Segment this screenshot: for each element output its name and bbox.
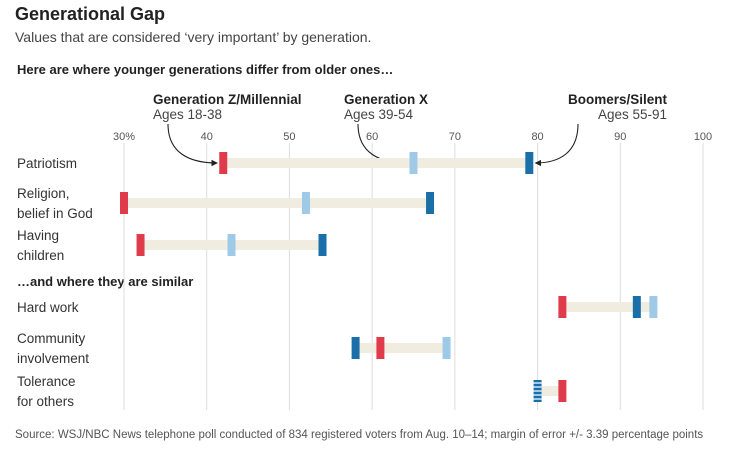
marker-genx-1 (301, 192, 310, 214)
category-label-2-1: children (17, 248, 64, 263)
legend-ages-genz: Ages 18-38 (153, 107, 222, 122)
legend-name-boomers: Boomers/Silent (568, 92, 668, 107)
marker-boomers-5 (533, 380, 542, 402)
source-note: Source: WSJ/NBC News telephone poll cond… (15, 429, 704, 441)
range-band-0 (223, 158, 530, 168)
marker-genz-5 (558, 380, 567, 402)
marker-genx-2 (227, 234, 236, 256)
arrow-genz (167, 123, 218, 167)
x-tick-label-80: 80 (531, 131, 543, 143)
chart-title: Generational Gap (15, 4, 166, 24)
range-band-3 (562, 302, 654, 312)
marker-boomers-4 (351, 337, 360, 359)
marker-genz-0 (219, 152, 228, 174)
category-label-4-1: involvement (17, 351, 89, 366)
x-tick-label-60: 60 (366, 131, 378, 143)
marker-genz-2 (136, 234, 145, 256)
x-tick-label-70: 70 (449, 131, 461, 143)
legend-name-genz: Generation Z/Millennial (153, 92, 302, 107)
x-tick-label-50: 50 (283, 131, 295, 143)
section-heading-differ: Here are where younger generations diffe… (17, 62, 394, 77)
marker-genx-3 (649, 296, 658, 318)
legend-ages-genx: Ages 39-54 (344, 107, 414, 122)
x-tick-label-90: 90 (614, 131, 626, 143)
category-label-0-0: Patriotism (17, 156, 77, 171)
marker-genx-0 (409, 152, 418, 174)
x-tick-label-100: 100 (694, 131, 712, 143)
section-heading-similar: …and where they are similar (17, 274, 194, 289)
category-label-1-0: Religion, (17, 186, 70, 201)
marker-boomers-2 (318, 234, 327, 256)
range-band-1 (124, 198, 431, 208)
marker-boomers-1 (426, 192, 435, 214)
arrow-boomers (534, 123, 579, 167)
marker-genz-3 (558, 296, 567, 318)
category-label-1-1: belief in God (17, 206, 93, 221)
category-label-5-1: for others (17, 394, 74, 409)
marker-genx-4 (442, 337, 451, 359)
chart-subtitle: Values that are considered ‘very importa… (15, 29, 372, 45)
category-label-2-0: Having (17, 228, 59, 243)
marker-boomers-0 (525, 152, 534, 174)
legend-ages-boomers: Ages 55-91 (598, 107, 667, 122)
range-band-5 (537, 386, 563, 396)
arrow-genx (357, 123, 409, 167)
category-label-3-0: Hard work (17, 300, 79, 315)
category-label-4-0: Community (17, 331, 86, 346)
marker-genz-1 (120, 192, 128, 214)
category-label-5-0: Tolerance (17, 374, 76, 389)
marker-genz-4 (376, 337, 385, 359)
range-band-4 (355, 343, 447, 353)
x-tick-label-30: 30% (113, 131, 135, 143)
legend-name-genx: Generation X (344, 92, 428, 107)
x-tick-label-40: 40 (201, 131, 213, 143)
marker-boomers-3 (632, 296, 641, 318)
